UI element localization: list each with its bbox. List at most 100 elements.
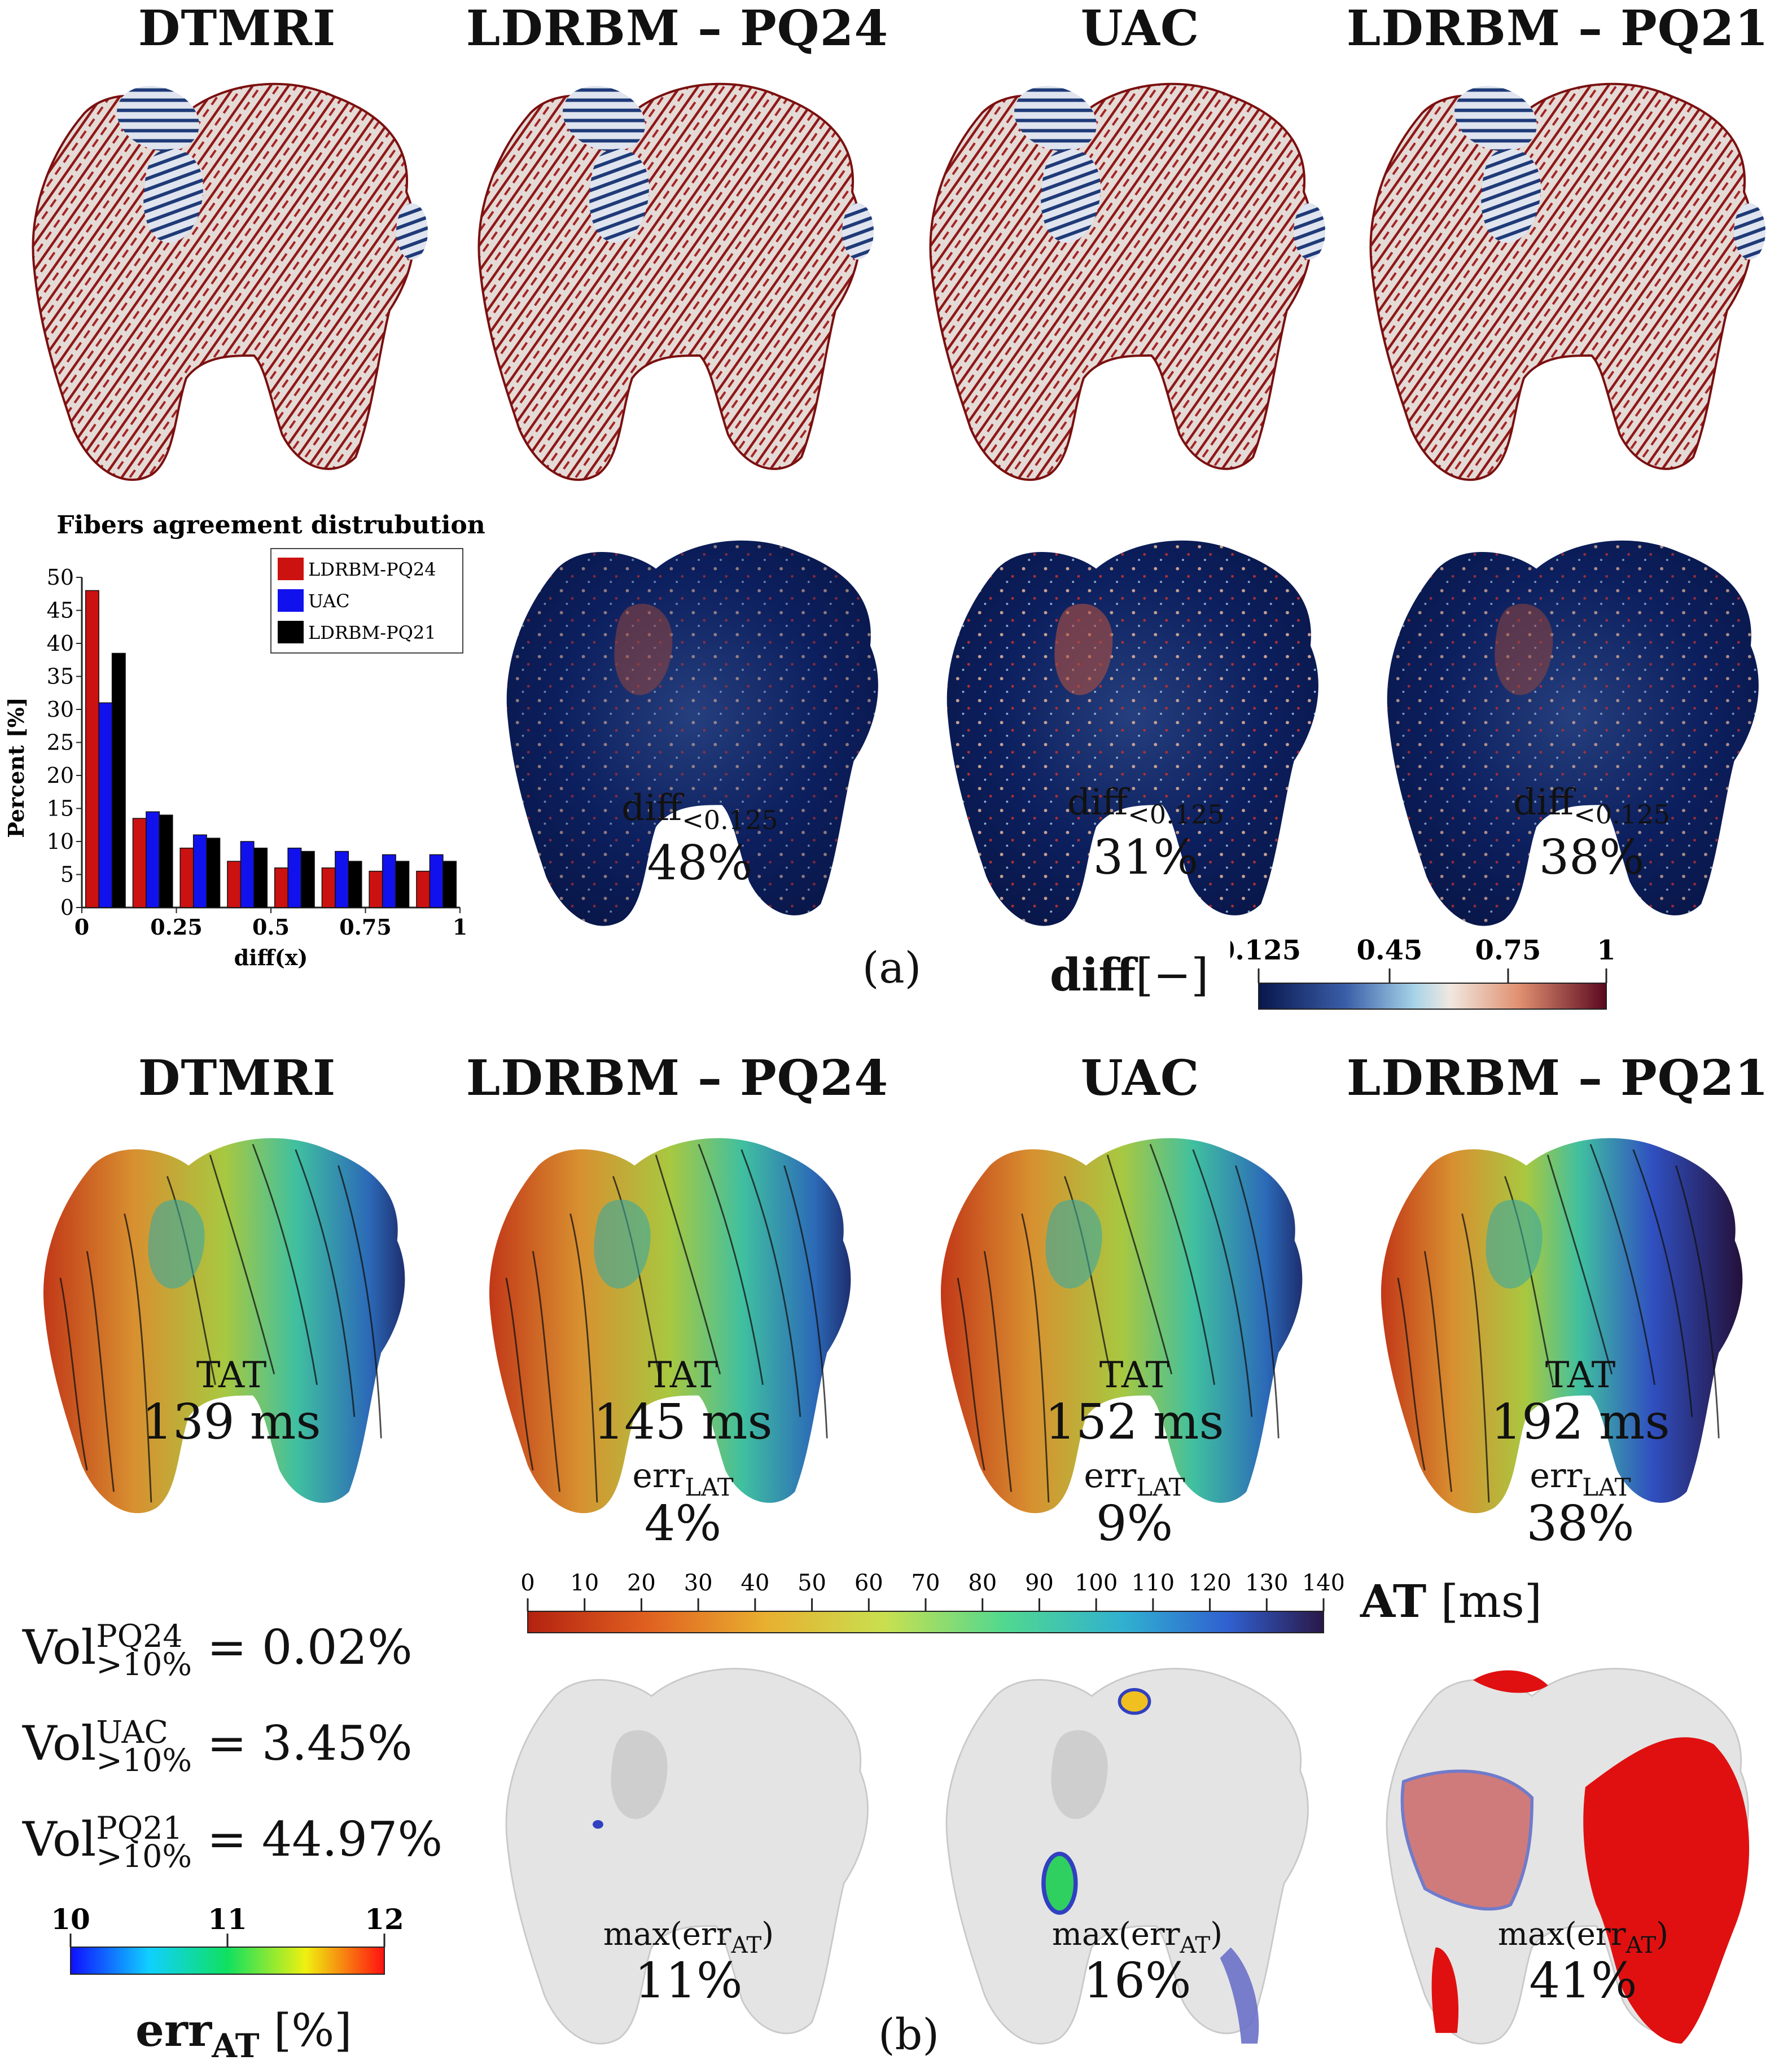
col-title-pq21-a: LDRBM – PQ21: [1346, 0, 1769, 57]
bar-ldrbm-pq24: [179, 847, 194, 908]
errlat-label-uac: errLAT: [1084, 1456, 1185, 1502]
chart-bars: [85, 590, 457, 908]
bar-uac: [382, 854, 396, 908]
bar-uac: [429, 854, 444, 908]
fiber-mesh-pq21: [1369, 82, 1765, 481]
y-tick-label: 35: [47, 664, 74, 689]
maxerr-value-pq21: 41%: [1529, 1953, 1637, 2009]
diff-tick-3: 1: [1597, 935, 1615, 966]
col-title-uac-a: UAC: [1080, 0, 1200, 57]
at-tick-label: 0: [520, 1570, 534, 1596]
at-map-pq21: [1381, 1138, 1743, 1514]
errlat-value-pq21: 38%: [1526, 1496, 1635, 1552]
legend-swatch: [278, 621, 304, 643]
x-tick-label: 0: [75, 914, 89, 940]
fiber-mesh-uac: [929, 82, 1325, 481]
diff-tick-1: 0.45: [1357, 935, 1423, 966]
bar-ldrbm-pq21: [395, 861, 410, 908]
maxerr-value-pq24: 11%: [634, 1953, 743, 2009]
y-tick-label: 15: [47, 796, 74, 821]
bar-ldrbm-pq21: [442, 861, 457, 908]
tat-value-pq24: 145 ms: [593, 1394, 773, 1450]
bar-uac: [146, 811, 160, 908]
err-colorbar-label: errAT [%]: [135, 2004, 352, 2066]
col-title-dtmri-a: DTMRI: [138, 0, 336, 57]
at-tick-label: 80: [968, 1570, 997, 1596]
y-tick-label: 50: [47, 565, 74, 590]
err-map-pq24: [505, 1668, 869, 2045]
bar-ldrbm-pq21: [111, 652, 126, 908]
bar-ldrbm-pq24: [85, 590, 99, 908]
at-tick-label: 20: [627, 1570, 656, 1596]
chart-ylabel: Percent [%]: [3, 697, 29, 838]
diff-value-pq21: 38%: [1539, 830, 1645, 885]
tat-value-pq21: 192 ms: [1491, 1394, 1670, 1450]
bar-ldrbm-pq24: [321, 867, 336, 908]
tat-value-uac: 152 ms: [1045, 1394, 1224, 1450]
x-tick-label: 0.5: [252, 914, 290, 940]
x-tick-label: 0.75: [339, 914, 392, 940]
bar-ldrbm-pq24: [416, 870, 431, 908]
err-map-pq21: [1386, 1668, 1750, 2045]
chart-legend: LDRBM-PQ24 UAC LDRBM-PQ21: [270, 548, 463, 654]
panel-a-label: (a): [862, 943, 922, 993]
bar-uac: [335, 851, 349, 908]
y-tick-label: 10: [47, 829, 74, 854]
y-tick-label: 25: [47, 730, 74, 755]
y-tick-label: 30: [47, 697, 74, 722]
bar-ldrbm-pq21: [253, 847, 268, 908]
err-map-uac: [945, 1668, 1309, 2045]
bar-ldrbm-pq24: [227, 861, 242, 908]
legend-label: UAC: [308, 590, 350, 612]
bar-ldrbm-pq21: [206, 838, 221, 908]
legend-swatch: [278, 589, 304, 612]
y-tick-label: 5: [60, 862, 74, 887]
at-tick-label: 120: [1188, 1570, 1231, 1596]
tat-label-uac: TAT: [1099, 1355, 1170, 1396]
bar-ldrbm-pq24: [132, 818, 147, 908]
y-tick-label: 20: [47, 763, 74, 788]
errlat-value-uac: 9%: [1096, 1496, 1173, 1552]
at-tick-label: 130: [1245, 1570, 1288, 1596]
tat-label-dtmri: TAT: [196, 1355, 267, 1396]
chart-title: Fibers agreement distrubution: [56, 511, 485, 540]
vol-uac: Vol UAC >10% = 3.45%: [23, 1715, 413, 1779]
at-tick-label: 40: [741, 1570, 769, 1596]
panel-b-label: (b): [878, 2009, 939, 2059]
at-tick-label: 100: [1075, 1570, 1118, 1596]
maxerr-label-pq21: max(errAT): [1497, 1916, 1669, 1959]
bar-ldrbm-pq21: [159, 814, 173, 908]
bar-uac: [192, 834, 207, 908]
chart-xlabel: diff(x): [234, 945, 308, 970]
diff-value-pq24: 48%: [647, 835, 753, 891]
fibers-agreement-chart: Fibers agreement distrubution 0 5 10 15 20 25…: [3, 511, 485, 970]
bar-uac: [287, 847, 302, 908]
diff-label-pq21: diff<0.125: [1513, 782, 1670, 830]
col-title-pq24-a: LDRBM – PQ24: [466, 0, 889, 57]
at-tick-label: 70: [912, 1570, 940, 1596]
fiber-mesh-dtmri: [32, 82, 428, 481]
col-title-pq21-b: LDRBM – PQ21: [1346, 1050, 1769, 1107]
col-title-uac-b: UAC: [1080, 1050, 1200, 1107]
maxerr-label-uac: max(errAT): [1051, 1916, 1223, 1959]
chart-axes: 0 5 10 15 20 25 30 35 40 45 50 0 0.25 0.5 0.75 1: [47, 565, 468, 940]
y-tick-label: 45: [47, 598, 74, 623]
errlat-label-pq21: errLAT: [1530, 1456, 1631, 1502]
y-tick-label: 0: [60, 895, 74, 920]
col-title-pq24-b: LDRBM – PQ24: [466, 1050, 889, 1107]
diff-colorbar: 0.125 0.45 0.75 1: [1230, 935, 1616, 1010]
at-tick-label: 10: [570, 1570, 599, 1596]
bar-uac: [240, 841, 255, 908]
vol-pq21: Vol PQ21 >10% = 44.97%: [23, 1811, 443, 1875]
at-tick-label: 30: [684, 1570, 713, 1596]
at-tick-label: 140: [1302, 1570, 1343, 1596]
diff-value-uac: 31%: [1093, 830, 1199, 885]
x-tick-label: 0.25: [150, 914, 203, 940]
err-tick-1: 11: [208, 1908, 247, 1936]
maxerr-label-pq24: max(errAT): [603, 1916, 774, 1959]
at-tick-label: 90: [1025, 1570, 1054, 1596]
diff-colorbar-label: diff[−]: [1050, 948, 1209, 1001]
legend-swatch: [278, 558, 304, 580]
at-tick-label: 60: [855, 1570, 883, 1596]
fiber-mesh-pq24: [477, 82, 874, 481]
